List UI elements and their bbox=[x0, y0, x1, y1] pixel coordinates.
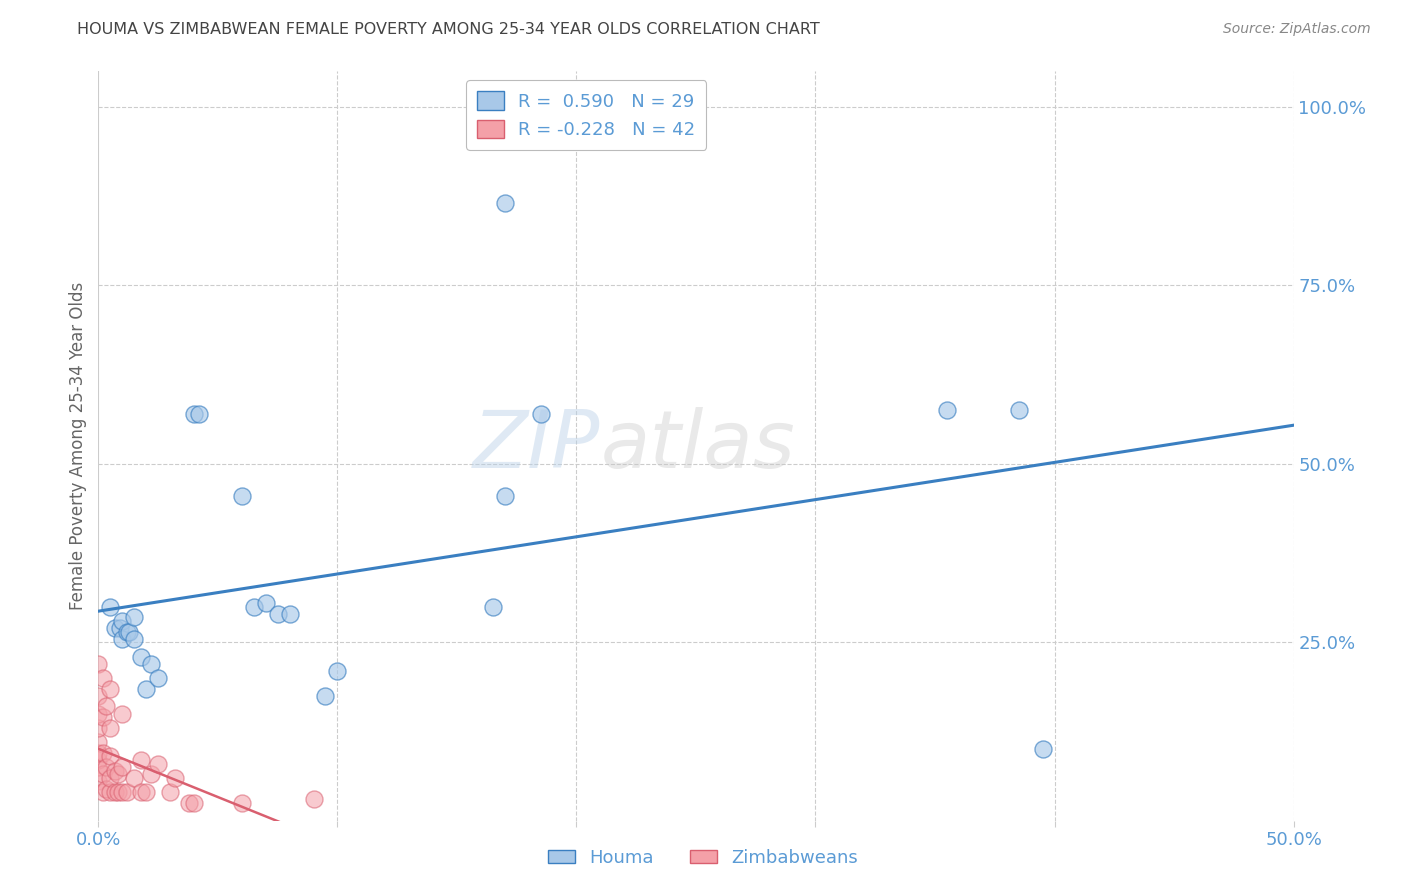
Zimbabweans bbox=[87, 774, 110, 789]
Zimbabweans bbox=[104, 764, 127, 778]
Zimbabweans bbox=[87, 706, 110, 721]
Houma bbox=[243, 599, 266, 614]
Text: Source: ZipAtlas.com: Source: ZipAtlas.com bbox=[1223, 22, 1371, 37]
Houma bbox=[139, 657, 162, 671]
Houma bbox=[118, 624, 141, 639]
Zimbabweans bbox=[111, 785, 134, 799]
Zimbabweans bbox=[163, 771, 186, 785]
Zimbabweans bbox=[111, 760, 134, 774]
Legend: R =  0.590   N = 29, R = -0.228   N = 42: R = 0.590 N = 29, R = -0.228 N = 42 bbox=[465, 80, 706, 150]
Houma bbox=[481, 599, 505, 614]
Zimbabweans bbox=[98, 749, 122, 764]
Houma bbox=[936, 403, 959, 417]
Zimbabweans bbox=[87, 746, 110, 760]
Houma bbox=[115, 624, 138, 639]
Zimbabweans bbox=[87, 657, 110, 671]
Houma bbox=[315, 689, 337, 703]
Zimbabweans bbox=[179, 796, 201, 810]
Zimbabweans bbox=[91, 746, 114, 760]
Houma bbox=[124, 632, 146, 646]
Zimbabweans bbox=[98, 785, 122, 799]
Houma bbox=[1032, 742, 1054, 756]
Zimbabweans bbox=[131, 785, 153, 799]
Zimbabweans bbox=[302, 792, 325, 806]
Zimbabweans bbox=[183, 796, 205, 810]
Houma bbox=[183, 407, 205, 421]
Zimbabweans bbox=[91, 710, 114, 724]
Zimbabweans bbox=[111, 706, 134, 721]
Text: HOUMA VS ZIMBABWEAN FEMALE POVERTY AMONG 25-34 YEAR OLDS CORRELATION CHART: HOUMA VS ZIMBABWEAN FEMALE POVERTY AMONG… bbox=[77, 22, 820, 37]
Houma bbox=[104, 621, 127, 635]
Houma bbox=[108, 621, 131, 635]
Zimbabweans bbox=[87, 689, 110, 703]
Houma bbox=[267, 607, 290, 621]
Houma bbox=[494, 489, 516, 503]
Zimbabweans bbox=[139, 767, 162, 781]
Legend: Houma, Zimbabweans: Houma, Zimbabweans bbox=[540, 842, 866, 874]
Zimbabweans bbox=[94, 781, 117, 796]
Zimbabweans bbox=[94, 699, 117, 714]
Houma bbox=[124, 610, 146, 624]
Zimbabweans bbox=[135, 785, 157, 799]
Houma bbox=[187, 407, 209, 421]
Zimbabweans bbox=[148, 756, 170, 771]
Zimbabweans bbox=[91, 785, 114, 799]
Text: atlas: atlas bbox=[600, 407, 796, 485]
Zimbabweans bbox=[131, 753, 153, 767]
Text: ZIP: ZIP bbox=[472, 407, 600, 485]
Y-axis label: Female Poverty Among 25-34 Year Olds: Female Poverty Among 25-34 Year Olds bbox=[69, 282, 87, 610]
Houma bbox=[135, 681, 157, 696]
Zimbabweans bbox=[159, 785, 181, 799]
Houma bbox=[111, 614, 134, 628]
Zimbabweans bbox=[98, 771, 122, 785]
Zimbabweans bbox=[107, 767, 129, 781]
Zimbabweans bbox=[87, 721, 110, 735]
Zimbabweans bbox=[94, 760, 117, 774]
Zimbabweans bbox=[124, 771, 146, 785]
Zimbabweans bbox=[104, 785, 127, 799]
Houma bbox=[278, 607, 301, 621]
Houma bbox=[98, 599, 122, 614]
Zimbabweans bbox=[115, 785, 138, 799]
Zimbabweans bbox=[98, 681, 122, 696]
Zimbabweans bbox=[87, 735, 110, 749]
Zimbabweans bbox=[98, 721, 122, 735]
Zimbabweans bbox=[87, 753, 110, 767]
Houma bbox=[326, 664, 349, 678]
Houma bbox=[148, 671, 170, 685]
Houma bbox=[111, 632, 134, 646]
Houma bbox=[1008, 403, 1031, 417]
Zimbabweans bbox=[87, 760, 110, 774]
Houma bbox=[131, 649, 153, 664]
Zimbabweans bbox=[107, 785, 129, 799]
Houma bbox=[231, 489, 253, 503]
Houma bbox=[530, 407, 553, 421]
Zimbabweans bbox=[91, 767, 114, 781]
Houma bbox=[494, 196, 516, 211]
Zimbabweans bbox=[231, 796, 253, 810]
Houma bbox=[254, 596, 277, 610]
Zimbabweans bbox=[91, 671, 114, 685]
